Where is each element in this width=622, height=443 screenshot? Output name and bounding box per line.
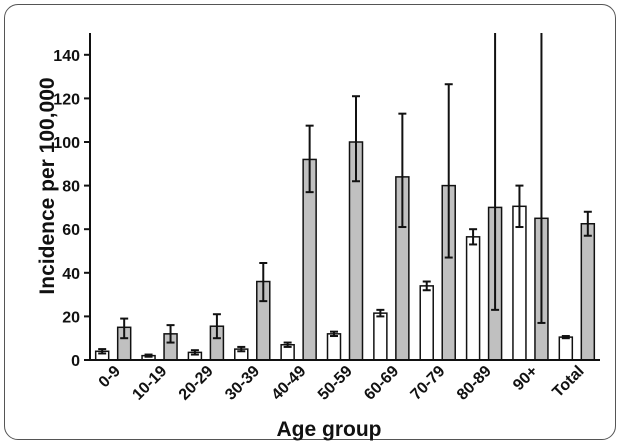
y-tick-label: 0 xyxy=(71,353,80,370)
bar-white-90+ xyxy=(512,205,527,361)
y-tick-label: 100 xyxy=(53,135,80,152)
x-tick-label: 80-89 xyxy=(454,363,495,404)
bars-layer xyxy=(94,33,596,361)
y-axis-title: Incidence per 100,000 xyxy=(36,77,59,294)
y-tick-label: 140 xyxy=(53,48,80,65)
x-tick-label: 70-79 xyxy=(408,363,449,404)
bar-white-50-59 xyxy=(326,333,342,361)
y-tick-label: 40 xyxy=(62,266,80,283)
x-tick-label: 40-49 xyxy=(269,363,310,404)
bar-white-80-89 xyxy=(465,236,481,361)
bar-white-70-79 xyxy=(419,285,434,361)
bar-white-60-69 xyxy=(373,312,388,361)
x-tick-label: 10-19 xyxy=(129,363,170,404)
bar-gray-Total xyxy=(580,223,596,361)
y-tick-label: 80 xyxy=(62,179,80,196)
x-tick-label: 60-69 xyxy=(361,363,402,404)
x-axis-title: Age group xyxy=(277,418,382,441)
x-tick-label: Total xyxy=(549,363,587,401)
x-tick-label: 90+ xyxy=(510,363,541,394)
y-tick-label: 120 xyxy=(53,91,80,108)
x-tick-label: 0-9 xyxy=(96,363,124,391)
y-tick-label: 60 xyxy=(62,222,80,239)
y-tick-label: 20 xyxy=(62,309,80,326)
bar-white-Total xyxy=(558,336,574,361)
x-tick-label: 30-39 xyxy=(222,363,263,404)
x-tick-label: 20-29 xyxy=(176,363,217,404)
x-tick-label: 50-59 xyxy=(315,363,356,404)
